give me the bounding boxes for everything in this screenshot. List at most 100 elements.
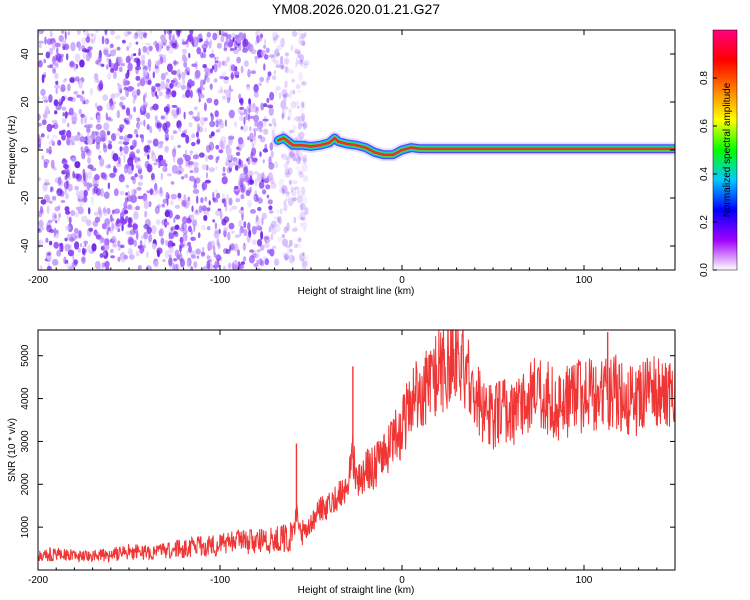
- noise-blob: [242, 184, 246, 193]
- noise-blob: [295, 84, 301, 90]
- noise-blob: [273, 216, 279, 220]
- noise-blob: [118, 66, 123, 73]
- noise-blob: [257, 239, 262, 247]
- noise-blob: [105, 267, 110, 270]
- noise-blob: [46, 205, 50, 214]
- noise-blob: [137, 181, 143, 187]
- noise-blob: [107, 182, 111, 190]
- noise-blob: [151, 88, 156, 98]
- noise-blob: [56, 229, 60, 236]
- noise-blob: [103, 144, 108, 153]
- noise-blob: [71, 157, 77, 163]
- noise-blob: [243, 108, 248, 115]
- noise-blob: [199, 116, 205, 127]
- noise-blob: [286, 222, 290, 232]
- noise-blob: [61, 106, 67, 111]
- noise-blob: [184, 68, 189, 76]
- noise-blob: [125, 184, 129, 188]
- noise-blob: [221, 176, 228, 185]
- noise-blob: [123, 254, 129, 260]
- noise-blob: [134, 94, 137, 100]
- noise-blob: [181, 223, 188, 230]
- noise-blob: [302, 101, 306, 110]
- noise-blob: [285, 65, 288, 73]
- noise-blob: [119, 101, 124, 107]
- noise-blob: [147, 154, 150, 160]
- noise-blob: [87, 207, 91, 215]
- noise-blob: [147, 148, 152, 153]
- noise-blob: [74, 135, 80, 140]
- noise-blob: [251, 142, 255, 148]
- noise-blob: [272, 36, 279, 41]
- noise-blob: [170, 181, 175, 185]
- noise-blob: [237, 261, 241, 270]
- noise-blob: [268, 226, 271, 233]
- noise-blob: [85, 36, 91, 43]
- noise-blob: [67, 96, 73, 101]
- noise-blob: [166, 240, 169, 246]
- noise-blob: [202, 54, 206, 58]
- noise-blob: [190, 229, 193, 236]
- noise-blob: [301, 40, 306, 47]
- noise-blob: [81, 90, 85, 95]
- noise-blob: [280, 251, 287, 257]
- x-tick-label: 0: [399, 575, 405, 586]
- noise-blob: [62, 79, 67, 83]
- noise-blob: [198, 97, 201, 103]
- noise-blob: [293, 216, 297, 224]
- noise-blob: [261, 172, 265, 178]
- noise-blob: [253, 195, 256, 201]
- noise-blob: [175, 170, 183, 175]
- noise-blob: [204, 127, 207, 132]
- noise-blob: [53, 227, 57, 237]
- noise-blob: [97, 130, 100, 139]
- noise-blob: [130, 194, 137, 204]
- y-tick-label: 3000: [20, 430, 31, 453]
- noise-blob: [268, 205, 273, 211]
- noise-blob: [141, 104, 144, 111]
- ridge-core: [276, 136, 675, 157]
- noise-blob: [259, 151, 262, 158]
- noise-blob: [253, 263, 259, 268]
- noise-blob: [113, 208, 120, 214]
- noise-blob: [149, 30, 152, 35]
- noise-blob: [60, 84, 66, 93]
- noise-blob: [278, 178, 284, 187]
- noise-blob: [55, 42, 61, 48]
- noise-blob: [162, 198, 168, 204]
- noise-blob: [206, 32, 211, 38]
- noise-blob: [272, 37, 277, 45]
- noise-blob: [141, 54, 146, 61]
- noise-blob: [230, 64, 236, 72]
- noise-blob: [119, 244, 125, 249]
- noise-blob: [156, 95, 159, 99]
- noise-blob: [195, 248, 201, 255]
- noise-blob: [276, 52, 280, 57]
- noise-blob: [133, 189, 137, 195]
- noise-blob: [87, 244, 91, 253]
- noise-blob: [110, 214, 113, 223]
- noise-blob: [270, 150, 274, 158]
- noise-blob: [296, 243, 302, 248]
- noise-blob: [43, 194, 51, 203]
- noise-blob: [255, 216, 261, 226]
- noise-blob: [179, 236, 184, 244]
- noise-blob: [239, 106, 245, 110]
- noise-blob: [54, 72, 59, 80]
- noise-blob: [104, 39, 108, 46]
- noise-blob: [284, 52, 290, 57]
- noise-blob: [299, 202, 306, 211]
- noise-blob: [229, 208, 232, 212]
- noise-blob: [48, 240, 53, 246]
- noise-blob: [186, 82, 192, 92]
- noise-blob: [74, 234, 79, 239]
- noise-blob: [213, 98, 219, 106]
- noise-blob: [205, 38, 209, 46]
- noise-blob: [208, 141, 215, 151]
- noise-blob: [187, 241, 192, 247]
- y-tick-label: 0: [20, 147, 31, 153]
- noise-blob: [135, 250, 140, 257]
- noise-blob: [287, 69, 295, 74]
- noise-blob: [174, 249, 180, 257]
- noise-blob: [70, 41, 76, 52]
